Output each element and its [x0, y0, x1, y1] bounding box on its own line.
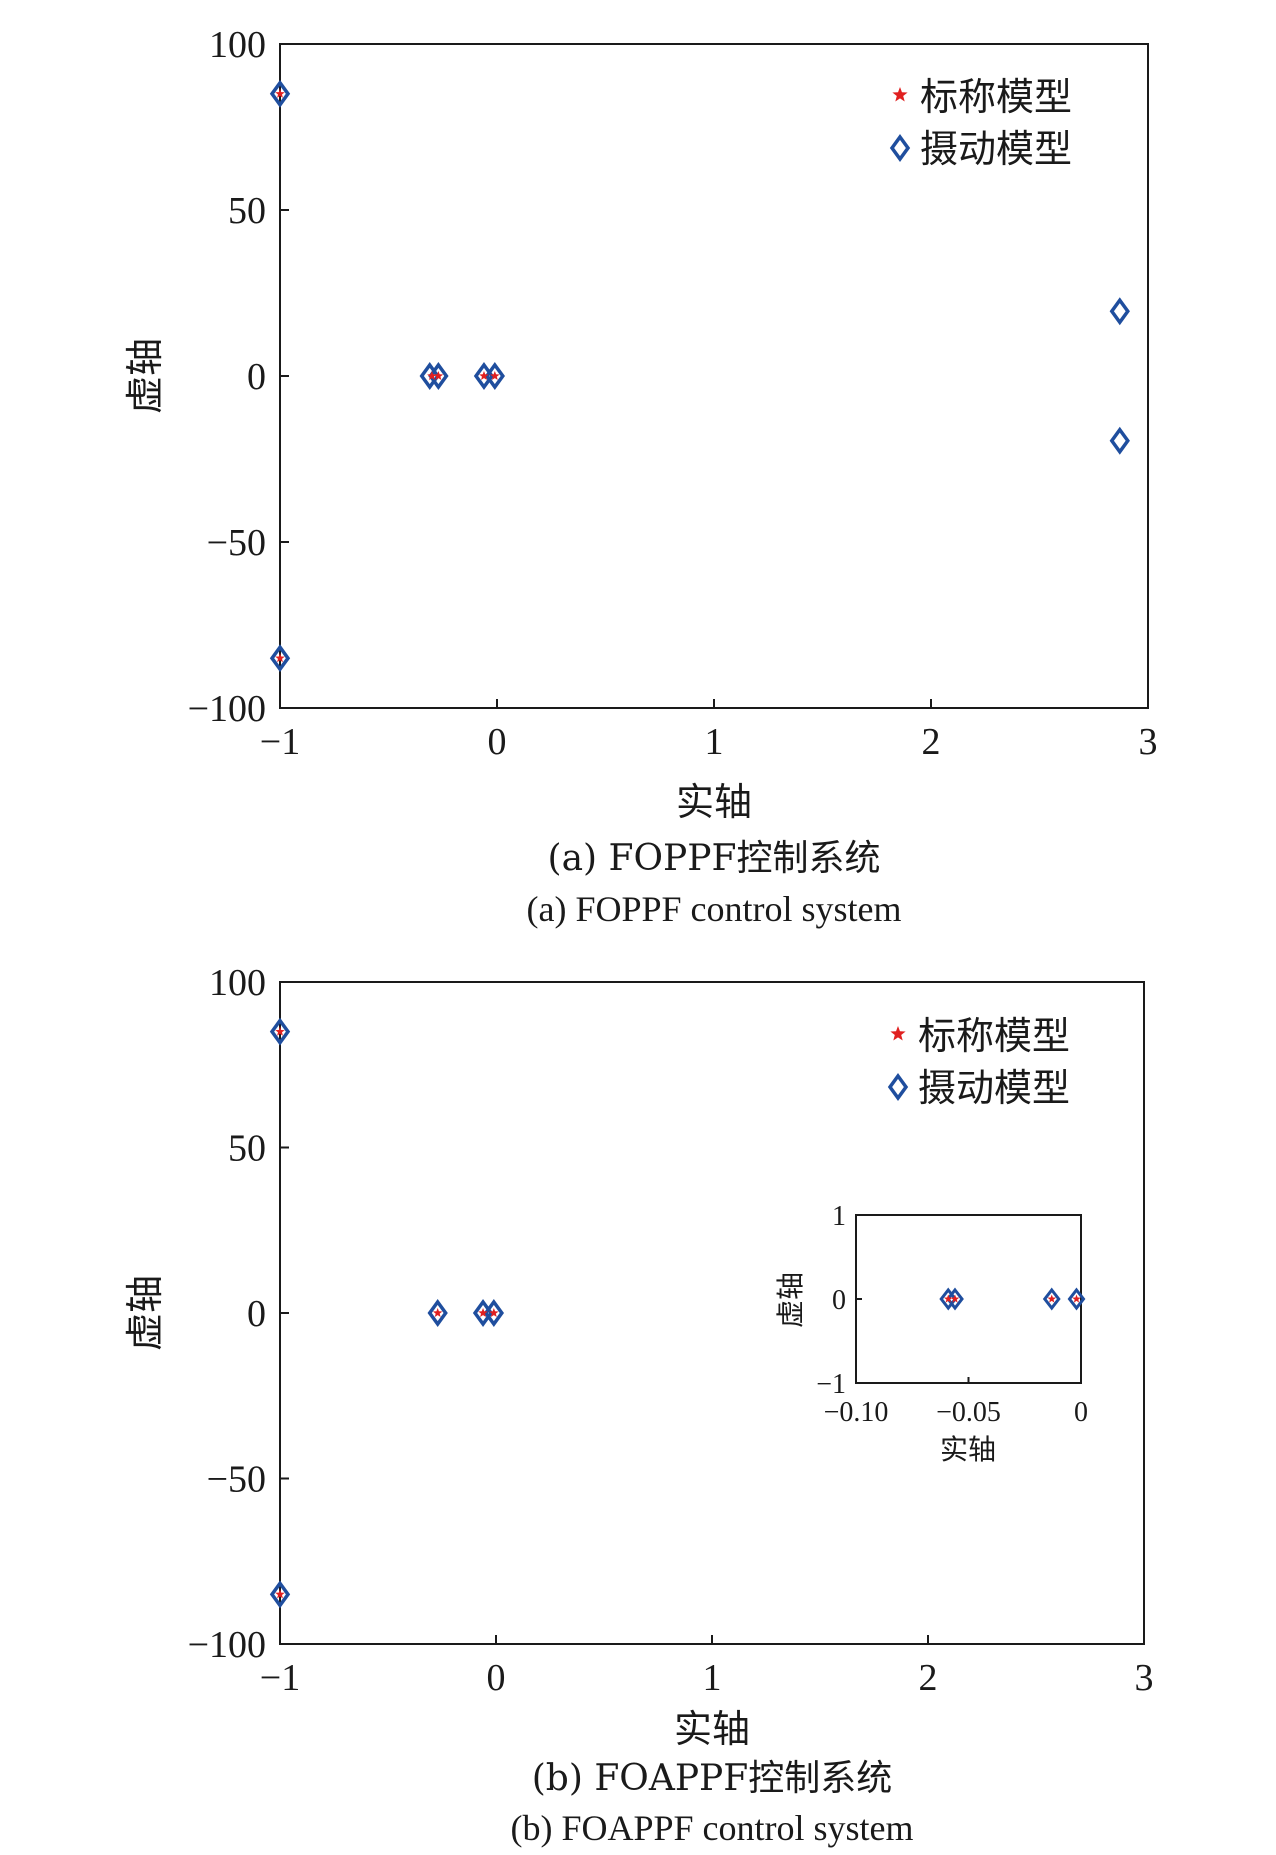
nominal-pole-point [275, 88, 285, 98]
y-tick-label: −100 [188, 688, 266, 730]
chart-b-marks [269, 1017, 505, 1609]
chart-a: −1 0 1 2 3 100 50 0 −50 −100 实轴 虚轴 标称模型 摄动模型 (a)… [123, 24, 1158, 929]
perturbed-pole-point [427, 1299, 448, 1327]
y-tick-label: 0 [247, 356, 266, 398]
perturbed-pole-point [269, 644, 291, 673]
x-tick-label: 2 [922, 721, 941, 763]
nominal-pole-point [943, 1294, 953, 1303]
y-tick-label: −100 [188, 1624, 266, 1666]
legend-star-icon [890, 1026, 906, 1041]
chart-a-legend-perturbed: 摄动模型 [920, 127, 1072, 171]
y-tick-label: 50 [228, 1128, 266, 1170]
y-tick-label: 50 [228, 190, 266, 232]
y-tick-label: 0 [832, 1285, 846, 1316]
chart-a-x-ticks: −1 0 1 2 3 [260, 699, 1158, 763]
chart-a-caption-zh: (a) FOPPF控制系统 [548, 838, 881, 879]
chart-b-legend-perturbed: 摄动模型 [918, 1066, 1070, 1110]
y-tick-label: 100 [209, 962, 266, 1004]
x-tick-label: 1 [703, 1657, 722, 1699]
nominal-pole-point [490, 371, 500, 381]
perturbed-pole-point [1067, 1287, 1086, 1311]
nominal-pole-point [479, 371, 489, 381]
perturbed-pole-point [1042, 1287, 1061, 1311]
perturbed-pole-point [946, 1287, 964, 1311]
chart-b-inset-y-ticks: 1 0 −1 [816, 1201, 862, 1400]
y-tick-label: 1 [832, 1201, 846, 1232]
perturbed-pole-point [269, 1580, 291, 1609]
chart-b-legend-diamond-icon [887, 1073, 909, 1101]
perturbed-pole-point [939, 1287, 958, 1311]
chart-a-marks [269, 79, 1130, 673]
chart-b-legend: 标称模型 摄动模型 [887, 1014, 1070, 1110]
perturbed-pole-point [428, 362, 449, 390]
chart-b-inset-x-axis-label: 实轴 [940, 1433, 996, 1466]
chart-b-inset: −0.10 −0.05 0 1 0 −1 实轴 虚轴 [774, 1201, 1088, 1466]
x-tick-label: 0 [487, 1657, 506, 1699]
nominal-pole-point [275, 653, 285, 663]
y-tick-label: 100 [209, 24, 266, 66]
x-tick-label: −1 [260, 1657, 300, 1699]
nominal-pole-point [275, 1026, 285, 1036]
chart-b-legend-nominal: 标称模型 [918, 1014, 1070, 1058]
chart-b-inset-frame [855, 1214, 1082, 1384]
legend-diamond-icon [887, 1073, 909, 1101]
chart-b-caption-en: (b) FOAPPF control system [510, 1808, 913, 1848]
nominal-pole-point [275, 1589, 285, 1599]
nominal-pole-point [950, 1294, 960, 1303]
chart-b-caption-zh: (b) FOAPPF控制系统 [532, 1758, 893, 1799]
perturbed-pole-point [269, 1017, 291, 1046]
perturbed-pole-point [484, 362, 505, 390]
x-tick-label: 3 [1135, 1657, 1154, 1699]
chart-a-y-axis-label: 虚轴 [123, 338, 167, 414]
nominal-pole-point [1072, 1294, 1081, 1303]
chart-b-x-ticks: −1 0 1 2 3 [260, 1635, 1154, 1699]
x-tick-label: 0 [1074, 1397, 1088, 1428]
chart-a-x-axis-label: 实轴 [676, 780, 752, 824]
nominal-pole-point [478, 1308, 488, 1318]
y-tick-label: −1 [816, 1369, 846, 1400]
chart-a-legend: 标称模型 摄动模型 [889, 75, 1072, 171]
perturbed-pole-point [483, 1299, 505, 1327]
chart-b-inset-x-ticks: −0.10 −0.05 0 [824, 1377, 1088, 1428]
chart-b-x-axis-label: 实轴 [674, 1707, 750, 1751]
chart-b-y-axis-label: 虚轴 [123, 1275, 167, 1351]
y-tick-label: 0 [247, 1293, 266, 1335]
nominal-pole-point [427, 371, 437, 381]
chart-a-legend-star-icon [892, 87, 908, 102]
x-tick-label: 3 [1139, 721, 1158, 763]
chart-b-inset-y-axis-label: 虚轴 [774, 1272, 807, 1328]
x-tick-label: 0 [488, 721, 507, 763]
chart-a-y-ticks: 100 50 0 −50 −100 [188, 24, 289, 730]
x-tick-label: −0.10 [824, 1397, 889, 1428]
chart-a-legend-nominal: 标称模型 [920, 75, 1072, 119]
chart-b-legend-star-icon [890, 1026, 906, 1041]
nominal-pole-point [489, 1308, 499, 1318]
perturbed-pole-point [269, 79, 291, 108]
nominal-pole-point [432, 1308, 443, 1318]
y-tick-label: −50 [207, 522, 266, 564]
x-tick-label: 2 [919, 1657, 938, 1699]
chart-b-inset-marks [939, 1287, 1086, 1311]
x-tick-label: −0.05 [936, 1397, 1001, 1428]
y-tick-label: −50 [207, 1459, 266, 1501]
nominal-pole-point [1047, 1294, 1057, 1303]
perturbed-pole-point [1109, 297, 1130, 326]
chart-a-caption-en: (a) FOPPF control system [526, 889, 901, 929]
perturbed-pole-point [1109, 426, 1130, 455]
nominal-pole-point [433, 371, 444, 381]
chart-b-y-ticks: 100 50 0 −50 −100 [188, 962, 289, 1666]
x-tick-label: −1 [260, 721, 300, 763]
legend-star-icon [892, 87, 908, 102]
legend-diamond-icon [889, 134, 911, 162]
x-tick-label: 1 [705, 721, 724, 763]
chart-a-legend-diamond-icon [889, 134, 911, 162]
